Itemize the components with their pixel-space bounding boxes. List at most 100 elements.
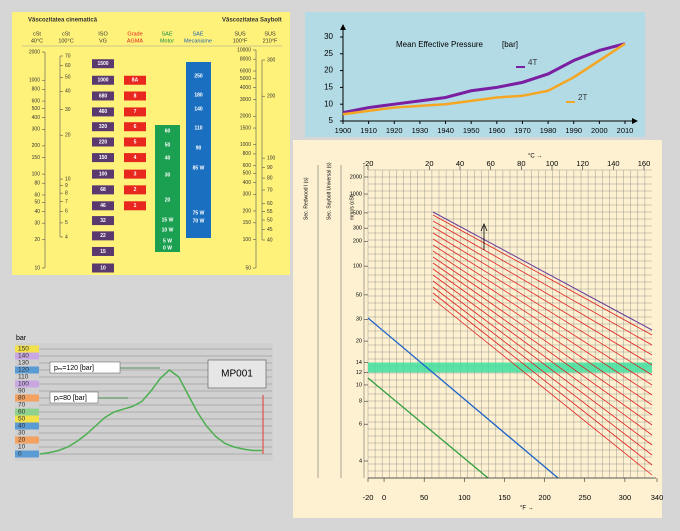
y-tick-label: 140 [18,353,29,360]
iso-label: 1500 [97,61,108,67]
iso-box [92,216,114,226]
scale-tick-label: 40 [34,209,40,215]
agma-box [124,107,146,117]
x-tick-label: 250 [578,493,591,502]
iso-box [92,91,114,101]
iso-label: 32 [100,218,106,224]
y-tick-label: 100 [18,381,29,388]
scale-tick-label: 600 [32,98,41,104]
column-header: ISO [98,31,108,37]
scale-tick-label: 6 [65,209,68,215]
pressure-curve [39,369,262,455]
iso-box [92,137,114,147]
sae-motor-label: 30 [165,172,171,178]
reference-oil [432,256,653,406]
x-tick-label: 0 [382,493,386,502]
reference-oil [432,268,653,426]
scale-tick-label: 45 [267,227,273,233]
agma-label: 3 [134,171,137,177]
x-tick-label: 2000 [591,126,608,135]
scale-tick-label: 60 [65,63,71,69]
y-tick-label: 14 [356,360,362,366]
scale-tick-label: 800 [32,87,41,93]
agma-label: 8 [134,93,137,99]
sae-gear-label: 75 W [193,210,205,216]
x2-tick-label: 100 [546,159,559,168]
scale-tick-label: 300 [32,127,41,133]
scale-tick-label: 50 [65,75,71,81]
chart-unit: [bar] [502,40,518,49]
x-tick-label: 1970 [514,126,531,135]
sae-gear-label: 85 W [193,165,205,171]
x-tick-label: 300 [619,493,632,502]
y-tick-label: 4 [359,458,362,464]
x2-tick-label: 40 [456,159,464,168]
scale-tick-label: 300 [267,57,276,63]
x-tick-label: 1960 [488,126,505,135]
x-tick-label: 1940 [437,126,454,135]
column-header: Motor [160,38,174,44]
scale-tick-label: 70 [65,53,71,59]
series-label: 2T [578,93,587,102]
x2-tick-label: 120 [576,159,589,168]
iso-box [92,231,114,241]
x2-tick-label: 140 [607,159,620,168]
y-axis-title: bar [16,335,27,342]
scale-tick-label: 200 [267,94,276,100]
scale-tick-label: 40 [267,237,273,243]
light-fuel-line [367,377,489,479]
column-header: 100°C [58,38,73,44]
x-tick-label: 1990 [565,126,582,135]
y-tick-label: 10 [324,99,333,108]
y-tick-cell [15,443,39,451]
annot-box [49,361,121,374]
y-tick-cell [15,359,39,367]
iso-box [92,263,114,273]
scale-tick-label: 600 [243,163,252,169]
agma-box [124,137,146,147]
y-tick-label: 80 [18,395,26,402]
visc-temp-panel [293,140,662,518]
iso-label: 1000 [97,78,108,84]
y-tick-label: 100 [353,264,362,270]
column-header: mm²/s (cSt) [349,194,355,220]
iso-box [92,75,114,85]
scale-tick-label: 8 [65,190,68,196]
injection-band [368,362,652,373]
scale-tick-label: 6000 [240,68,251,74]
scale-tick-label: 150 [32,155,41,161]
agma-label: 7 [134,109,137,115]
reference-oil [432,280,653,446]
x-tick-label: 1980 [540,126,557,135]
scale-tick-label: 20 [65,133,71,139]
scale-tick-label: 40 [65,89,71,95]
x-tick-label: 100 [458,493,471,502]
y-tick-label: 60 [18,409,26,416]
iso-box [92,59,114,69]
x-tick-label: 150 [498,493,511,502]
x2-tick-label: 80 [517,159,525,168]
iso-box [92,107,114,117]
iso-label: 68 [100,187,106,193]
y-tick-label: 15 [324,83,333,92]
scale-tick-label: 300 [243,192,252,198]
y-tick-label: 20 [18,437,26,444]
x-tick-label: 1900 [335,126,352,135]
y-tick-label: 0 [18,451,22,458]
scale-tick-label: 5000 [240,76,251,82]
y-tick-label: 25 [324,49,333,58]
agma-box [124,75,146,85]
reference-oil [432,262,653,416]
x2-tick-label: -20 [363,159,374,168]
annot-box [49,391,99,404]
y-tick-cell [15,345,39,353]
x-tick-label: 1920 [386,126,403,135]
scale-tick-label: 60 [267,201,273,207]
agma-label: 8A [132,78,139,84]
scale-tick-label: 20 [34,237,40,243]
sae-motor-column [155,125,180,252]
sae-gear-label: 180 [194,92,203,98]
agma-label: 1 [134,203,137,209]
y-tick-label: 150 [18,346,29,353]
sae-motor-label: 0 W [163,245,172,251]
